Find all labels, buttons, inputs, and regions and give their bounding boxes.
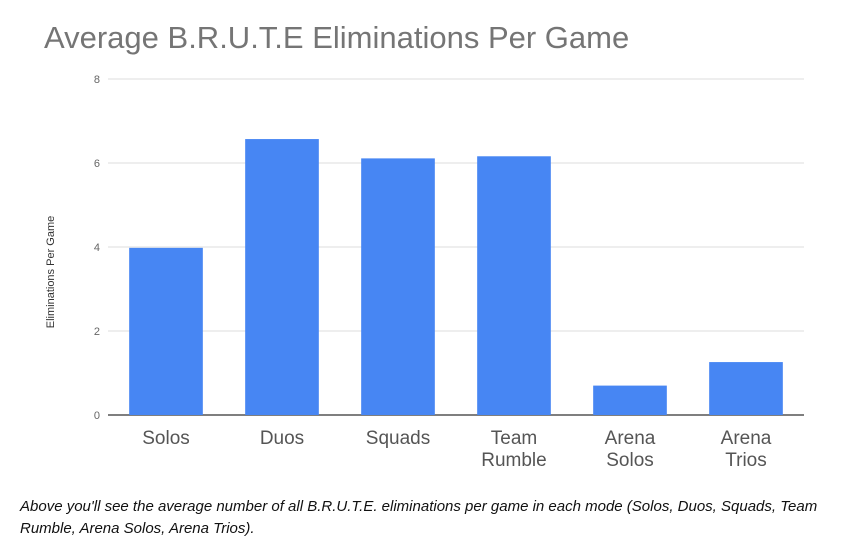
chart-title: Average B.R.U.T.E Eliminations Per Game	[44, 20, 629, 55]
x-tick-label-line: Arena	[721, 428, 772, 449]
y-tick-label: 6	[94, 158, 100, 170]
y-tick-label: 4	[94, 242, 100, 254]
x-tick-label: Squads	[366, 428, 430, 449]
bar-chart: Average B.R.U.T.E Eliminations Per Game …	[44, 20, 804, 471]
bar-5	[709, 362, 783, 415]
y-tick-label: 0	[94, 410, 100, 422]
x-tick-label: Arena Trios	[721, 428, 772, 471]
chart-caption: Above you'll see the average number of a…	[20, 498, 818, 537]
y-axis-ticks: 0 2 4 6 8	[94, 74, 100, 422]
chart-container: Average B.R.U.T.E Eliminations Per Game …	[44, 20, 804, 471]
bar-3	[477, 156, 551, 415]
x-tick-label: Team Rumble	[481, 428, 546, 471]
bar-4	[593, 385, 667, 415]
y-axis-title: Eliminations Per Game	[45, 216, 57, 329]
bar-1	[245, 139, 319, 415]
x-tick-label-line: Solos	[142, 428, 190, 449]
bars	[129, 139, 783, 415]
gridlines	[108, 78, 804, 416]
x-tick-label-line: Solos	[606, 450, 654, 471]
x-tick-label-line: Squads	[366, 428, 430, 449]
x-tick-label: Duos	[260, 428, 304, 449]
x-tick-label-line: Duos	[260, 428, 304, 449]
x-tick-label-line: Trios	[725, 450, 767, 471]
bar-2	[361, 158, 435, 415]
bar-0	[129, 247, 203, 415]
x-tick-label-line: Team	[491, 428, 537, 449]
x-tick-label-line: Arena	[605, 428, 656, 449]
x-tick-label-line: Rumble	[481, 450, 546, 471]
x-tick-label: Solos	[142, 428, 190, 449]
x-tick-label: Arena Solos	[605, 428, 656, 471]
y-tick-label: 8	[94, 74, 100, 86]
y-tick-label: 2	[94, 326, 100, 338]
